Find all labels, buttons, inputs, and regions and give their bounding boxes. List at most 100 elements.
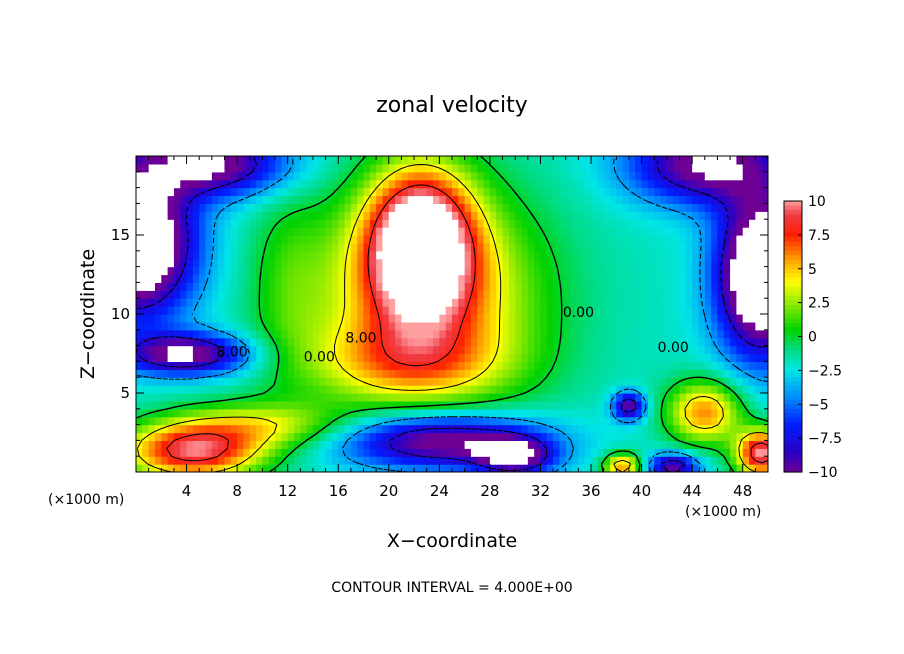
field-cell (199, 219, 207, 228)
field-cell (477, 242, 485, 252)
field-cell (565, 369, 573, 378)
field-cell (173, 266, 181, 276)
field-cell (319, 266, 327, 276)
field-cell (306, 456, 314, 465)
field-cell (167, 314, 175, 323)
field-cell (224, 448, 232, 457)
field-cell (338, 235, 346, 244)
field-cell (344, 329, 352, 339)
field-cell (148, 314, 156, 323)
field-cell (445, 456, 453, 465)
field-cell (616, 329, 624, 339)
field-cell (376, 329, 384, 339)
field-cell (382, 258, 390, 268)
field-cell (331, 424, 339, 434)
field-cell (584, 187, 592, 197)
field-cell (167, 432, 175, 441)
field-cell (559, 385, 567, 394)
field-cell (673, 227, 681, 236)
field-cell (578, 400, 586, 410)
field-cell (521, 361, 529, 370)
field-cell (641, 416, 649, 426)
field-cell (205, 345, 213, 355)
field-cell (426, 353, 434, 362)
field-cell (173, 227, 181, 236)
field-cell (357, 195, 365, 204)
field-cell (344, 187, 352, 197)
field-cell (559, 242, 567, 252)
field-cell (237, 258, 245, 268)
field-cell (433, 235, 440, 244)
field-cell (660, 187, 668, 197)
field-cell (477, 321, 485, 331)
field-cell (565, 187, 573, 197)
field-cell (395, 250, 403, 260)
field-cell (173, 314, 181, 323)
field-cell (546, 432, 554, 441)
field-cell (376, 266, 384, 276)
field-cell (597, 416, 605, 426)
field-cell (325, 464, 333, 472)
field-cell (572, 219, 579, 228)
field-cell (369, 266, 377, 276)
field-cell (161, 156, 169, 165)
field-cell (275, 171, 282, 181)
field-cell (679, 163, 687, 173)
field-cell (685, 306, 693, 315)
field-cell (294, 369, 301, 378)
field-cell (660, 211, 668, 220)
field-cell (154, 282, 162, 291)
field-cell (603, 329, 611, 339)
field-cell (281, 274, 289, 283)
field-cell (294, 211, 301, 220)
field-cell (312, 377, 320, 386)
field-cell (395, 227, 403, 236)
field-cell (439, 219, 447, 228)
field-cell (534, 187, 542, 197)
field-cell (268, 258, 276, 268)
field-cell (306, 258, 314, 268)
field-cell (546, 361, 554, 370)
field-cell (294, 235, 301, 244)
field-cell (452, 250, 459, 260)
field-cell (344, 456, 352, 465)
field-cell (262, 416, 270, 426)
field-cell (470, 440, 478, 449)
field-cell (249, 187, 257, 197)
field-cell (483, 361, 491, 370)
field-cell (730, 250, 737, 260)
field-cell (584, 369, 592, 378)
field-cell (603, 235, 611, 244)
field-cell (287, 250, 295, 260)
field-cell (281, 290, 289, 299)
field-cell (572, 266, 579, 276)
field-cell (489, 424, 497, 434)
field-cell (578, 298, 586, 307)
field-cell (237, 353, 245, 362)
field-cell (641, 179, 649, 189)
field-cell (369, 250, 377, 260)
field-cell (597, 306, 605, 315)
field-cell (755, 393, 763, 402)
field-cell (698, 393, 706, 402)
field-cell (742, 464, 750, 472)
field-cell (742, 187, 750, 197)
field-cell (167, 282, 175, 291)
field-cell (148, 432, 156, 441)
field-cell (673, 282, 681, 291)
field-cell (300, 337, 308, 347)
field-cell (666, 156, 674, 165)
field-cell (136, 464, 143, 472)
field-cell (420, 314, 428, 323)
field-cell (616, 337, 624, 347)
field-cell (717, 179, 725, 189)
field-cell (218, 345, 226, 355)
field-cell (610, 242, 617, 252)
field-cell (395, 448, 403, 457)
field-cell (527, 290, 535, 299)
field-cell (502, 345, 510, 355)
field-cell (654, 353, 662, 362)
field-cell (287, 377, 295, 386)
field-cell (420, 408, 428, 418)
field-cell (717, 377, 725, 386)
